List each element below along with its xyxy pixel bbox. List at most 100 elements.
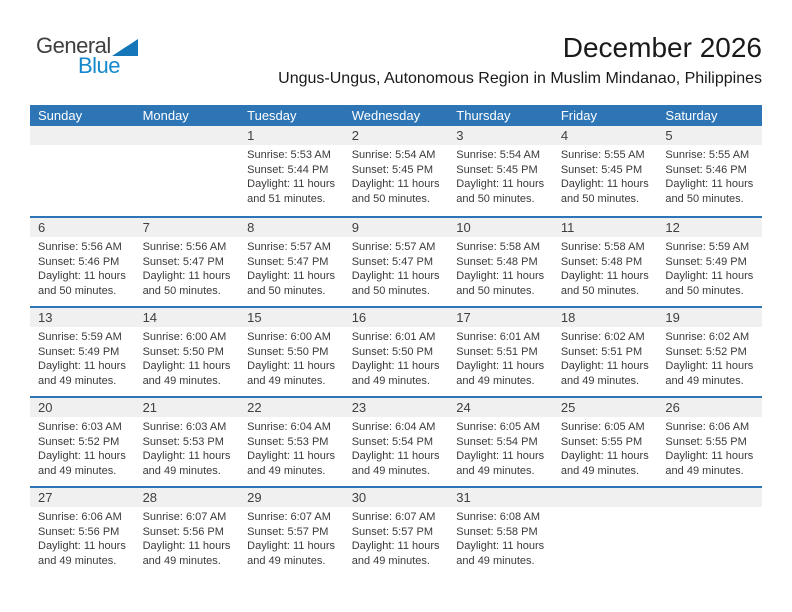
day-info-line: Sunset: 5:55 PM — [560, 435, 643, 448]
day-info-line: Sunrise: 5:56 AM — [38, 241, 122, 253]
calendar: Sunday Monday Tuesday Wednesday Thursday Frid… — [30, 105, 762, 576]
day-info-line: Daylight: 11 hours — [456, 450, 545, 463]
day-number-17: 17 — [456, 310, 471, 325]
day-info-line: Daylight: 11 hours — [38, 270, 126, 283]
day-info-line: Sunset: 5:46 PM — [665, 163, 747, 176]
day-info-line: Daylight: 11 hours — [665, 178, 754, 191]
day-info-line: Daylight: 11 hours — [560, 360, 649, 373]
day-info-line: Sunset: 5:44 PM — [247, 163, 329, 176]
day-number-31: 31 — [456, 490, 471, 505]
day-info-line: Daylight: 11 hours — [560, 270, 649, 283]
day-info-line: Sunset: 5:52 PM — [38, 435, 120, 448]
day-info-line: and 50 minutes. — [456, 284, 535, 297]
day-info-line: and 49 minutes. — [38, 464, 117, 477]
day-info-line: Sunrise: 6:04 AM — [351, 421, 436, 433]
day-info-line: Sunset: 5:49 PM — [665, 255, 747, 268]
day-info-line: Sunrise: 6:03 AM — [38, 421, 122, 433]
day-info-line: Sunrise: 6:01 AM — [456, 331, 541, 343]
day-info-line: Sunset: 5:47 PM — [142, 255, 224, 268]
day-info-line: Sunset: 5:49 PM — [38, 345, 120, 358]
day-info-line: and 49 minutes. — [456, 464, 535, 477]
day-cell-28: Sunrise: 6:07 AM Sunset: 5:56 PM Daylight:… — [135, 510, 240, 568]
day-info-line: Sunset: 5:57 PM — [351, 525, 434, 538]
day-info-line: and 50 minutes. — [560, 284, 640, 297]
day-number-24: 24 — [456, 400, 471, 415]
day-info-line: Sunrise: 6:08 AM — [456, 511, 541, 523]
day-info-line: Sunrise: 6:06 AM — [38, 511, 122, 523]
day-info-line: Daylight: 11 hours — [665, 360, 754, 373]
day-info-line: Daylight: 11 hours — [247, 178, 335, 191]
day-info-line: Sunset: 5:50 PM — [142, 345, 224, 358]
day-cell-30: Sunrise: 6:07 AM Sunset: 5:57 PM Daylight:… — [344, 510, 449, 568]
day-info-line: Sunrise: 6:05 AM — [456, 421, 541, 433]
day-info-line: Sunset: 5:54 PM — [351, 435, 434, 448]
day-info-line: and 49 minutes. — [351, 464, 430, 477]
day-number-2: 2 — [351, 128, 359, 143]
logo-text-general: General — [36, 33, 111, 58]
day-number-26: 26 — [665, 400, 680, 415]
day-cell-empty — [553, 510, 658, 568]
week-row: 1 2 3 4 5 Sunrise: 5:53 AM Sunset: 5:44 PM Dayl… — [30, 126, 762, 216]
week-row: 20 21 22 23 24 25 26 Sunrise: 6:03 AM Sunset: 5:… — [30, 396, 762, 486]
day-info-line: Daylight: 11 hours — [247, 360, 335, 373]
week-body: Sunrise: 6:06 AM Sunset: 5:56 PM Daylight:… — [30, 507, 762, 568]
day-info-line: and 49 minutes. — [142, 464, 221, 477]
weekday-header-friday: Friday — [560, 108, 597, 123]
day-info-line: Sunrise: 5:59 AM — [38, 331, 122, 343]
day-info-line: Sunrise: 6:02 AM — [665, 331, 750, 343]
day-info-line: Sunrise: 6:03 AM — [142, 421, 227, 433]
day-info-line: and 49 minutes. — [560, 464, 640, 477]
day-cell-6: Sunrise: 5:56 AM Sunset: 5:46 PM Daylight:… — [30, 240, 135, 298]
day-number-21: 21 — [142, 400, 158, 415]
logo-triangle-icon — [111, 39, 138, 56]
day-cell-7: Sunrise: 5:56 AM Sunset: 5:47 PM Daylight:… — [135, 240, 240, 298]
day-info-line: Sunrise: 5:55 AM — [665, 149, 750, 161]
day-info-line: Sunrise: 5:54 AM — [456, 149, 541, 161]
day-cell-17: Sunrise: 6:01 AM Sunset: 5:51 PM Daylight:… — [448, 330, 553, 388]
day-info-line: and 50 minutes. — [351, 284, 430, 297]
day-number-band: 6 7 8 9 10 11 12 — [30, 218, 762, 237]
day-number-18: 18 — [560, 310, 576, 325]
week-row: 27 28 29 30 31 Sunrise: 6:06 AM Sunset: 5:56 P… — [30, 486, 762, 576]
day-number-19: 19 — [665, 310, 680, 325]
day-info-line: and 49 minutes. — [142, 554, 221, 567]
day-number-20: 20 — [38, 400, 53, 415]
day-number-empty — [657, 488, 762, 507]
day-cell-empty — [657, 510, 762, 568]
day-info-line: and 49 minutes. — [456, 374, 535, 387]
day-info-line: Daylight: 11 hours — [142, 540, 231, 553]
day-info-line: and 49 minutes. — [665, 374, 744, 387]
day-info-line: Daylight: 11 hours — [351, 540, 440, 553]
day-info-line: Sunrise: 6:01 AM — [351, 331, 436, 343]
day-info-line: and 49 minutes. — [38, 554, 117, 567]
day-cell-25: Sunrise: 6:05 AM Sunset: 5:55 PM Daylight:… — [553, 420, 658, 478]
day-info-line: and 51 minutes. — [247, 192, 326, 205]
day-info-line: Sunset: 5:55 PM — [665, 435, 747, 448]
day-cell-21: Sunrise: 6:03 AM Sunset: 5:53 PM Daylight:… — [135, 420, 240, 478]
day-number-band: 27 28 29 30 31 — [30, 488, 762, 507]
day-number-29: 29 — [247, 490, 262, 505]
day-info-line: Daylight: 11 hours — [38, 540, 126, 553]
day-info-line: and 50 minutes. — [351, 192, 430, 205]
day-info-line: Sunset: 5:54 PM — [456, 435, 538, 448]
day-info-line: Sunrise: 5:57 AM — [351, 241, 436, 253]
day-cell-13: Sunrise: 5:59 AM Sunset: 5:49 PM Daylight:… — [30, 330, 135, 388]
week-row: 6 7 8 9 10 11 12 Sunrise: 5:56 AM Sunset: 5:46 P… — [30, 216, 762, 306]
day-number-9: 9 — [351, 220, 359, 235]
day-info-line: Sunset: 5:53 PM — [247, 435, 329, 448]
day-info-line: and 49 minutes. — [351, 554, 430, 567]
day-cell-2: Sunrise: 5:54 AM Sunset: 5:45 PM Daylight:… — [344, 148, 449, 206]
day-info-line: Daylight: 11 hours — [38, 360, 126, 373]
day-info-line: Sunset: 5:53 PM — [142, 435, 224, 448]
day-cell-empty — [30, 148, 135, 206]
day-info-line: Sunset: 5:52 PM — [665, 345, 747, 358]
calendar-weeks: 1 2 3 4 5 Sunrise: 5:53 AM Sunset: 5:44 PM Dayl… — [30, 126, 762, 576]
page-subtitle: Ungus-Ungus, Autonomous Region in Muslim… — [278, 70, 762, 87]
day-info-line: Sunset: 5:48 PM — [456, 255, 538, 268]
weekday-header-wednesday: Wednesday — [351, 108, 421, 123]
day-info-line: Sunrise: 5:54 AM — [351, 149, 436, 161]
day-number-22: 22 — [247, 400, 262, 415]
day-cell-empty — [135, 148, 240, 206]
day-number-6: 6 — [38, 220, 46, 235]
logo-top-row: General — [36, 33, 138, 58]
